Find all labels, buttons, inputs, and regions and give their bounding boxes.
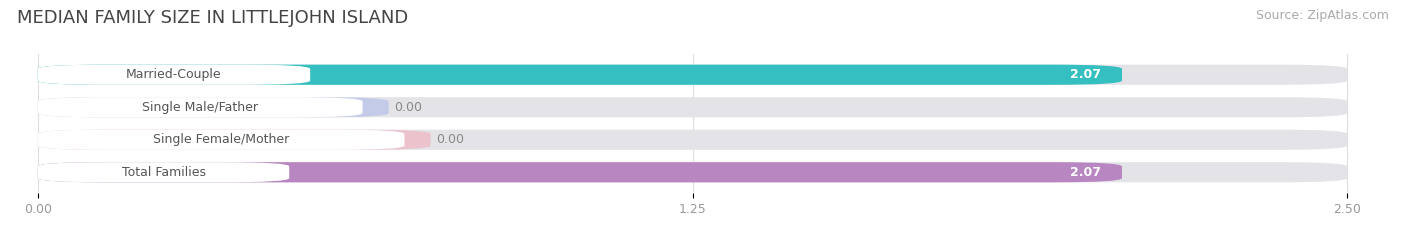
- FancyBboxPatch shape: [38, 97, 1347, 117]
- Text: Single Male/Father: Single Male/Father: [142, 101, 259, 114]
- FancyBboxPatch shape: [38, 65, 311, 85]
- FancyBboxPatch shape: [38, 97, 388, 117]
- Text: Total Families: Total Families: [121, 166, 205, 179]
- Text: 0.00: 0.00: [436, 133, 464, 146]
- Text: 2.07: 2.07: [1070, 68, 1101, 81]
- FancyBboxPatch shape: [38, 97, 363, 117]
- FancyBboxPatch shape: [38, 162, 1347, 182]
- FancyBboxPatch shape: [38, 130, 405, 150]
- FancyBboxPatch shape: [38, 162, 1122, 182]
- Text: MEDIAN FAMILY SIZE IN LITTLEJOHN ISLAND: MEDIAN FAMILY SIZE IN LITTLEJOHN ISLAND: [17, 9, 408, 27]
- FancyBboxPatch shape: [38, 162, 290, 182]
- FancyBboxPatch shape: [38, 130, 430, 150]
- Text: 0.00: 0.00: [394, 101, 422, 114]
- Text: Married-Couple: Married-Couple: [127, 68, 222, 81]
- FancyBboxPatch shape: [38, 65, 1122, 85]
- FancyBboxPatch shape: [38, 65, 1347, 85]
- Text: Single Female/Mother: Single Female/Mother: [153, 133, 290, 146]
- FancyBboxPatch shape: [38, 130, 1347, 150]
- Text: 2.07: 2.07: [1070, 166, 1101, 179]
- Text: Source: ZipAtlas.com: Source: ZipAtlas.com: [1256, 9, 1389, 22]
